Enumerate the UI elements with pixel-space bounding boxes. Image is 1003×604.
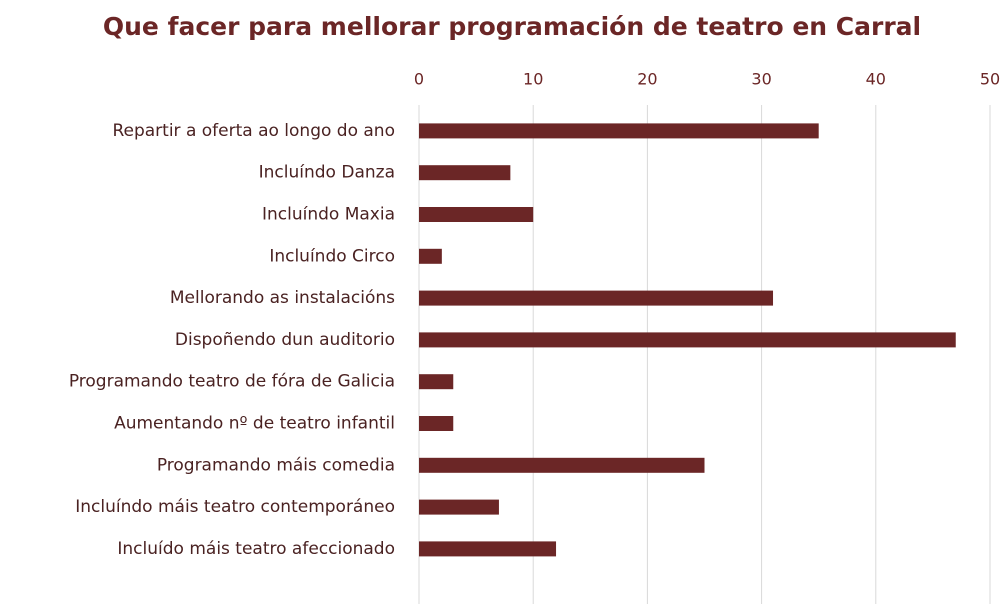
x-tick-label: 50 bbox=[980, 70, 1000, 89]
bar bbox=[419, 123, 819, 139]
y-tick-label: Programando máis comedia bbox=[157, 455, 395, 475]
bar bbox=[419, 416, 454, 431]
y-tick-label: Incluíndo Circo bbox=[269, 246, 395, 266]
x-tick-label: 20 bbox=[637, 70, 657, 89]
bar bbox=[419, 374, 454, 390]
y-tick-label: Incluíndo Maxia bbox=[262, 205, 395, 225]
x-tick-label: 40 bbox=[866, 70, 886, 89]
y-tick-label: Dispoñendo dun auditorio bbox=[175, 330, 395, 350]
y-tick-label: Incluíndo Danza bbox=[259, 163, 395, 183]
bar bbox=[419, 541, 557, 557]
x-tick-label: 0 bbox=[414, 70, 424, 89]
y-tick-label: Aumentando nº de teatro infantil bbox=[114, 414, 395, 434]
chart-title: Que facer para mellorar programación de … bbox=[103, 12, 921, 41]
bar bbox=[419, 207, 534, 222]
y-tick-label: Programando teatro de fóra de Galicia bbox=[69, 372, 395, 392]
bar bbox=[419, 457, 705, 473]
y-tick-label: Incluído máis teatro afeccionado bbox=[117, 539, 395, 559]
y-tick-label: Incluíndo máis teatro contemporáneo bbox=[75, 497, 395, 517]
bar bbox=[419, 332, 956, 348]
bar bbox=[419, 499, 499, 515]
bar bbox=[419, 165, 511, 181]
y-tick-label: Mellorando as instalacións bbox=[170, 288, 395, 308]
bar bbox=[419, 248, 442, 264]
y-tick-label: Repartir a oferta ao longo do ano bbox=[112, 121, 395, 141]
bar bbox=[419, 290, 774, 306]
x-tick-label: 30 bbox=[751, 70, 771, 89]
x-tick-label: 10 bbox=[523, 70, 543, 89]
